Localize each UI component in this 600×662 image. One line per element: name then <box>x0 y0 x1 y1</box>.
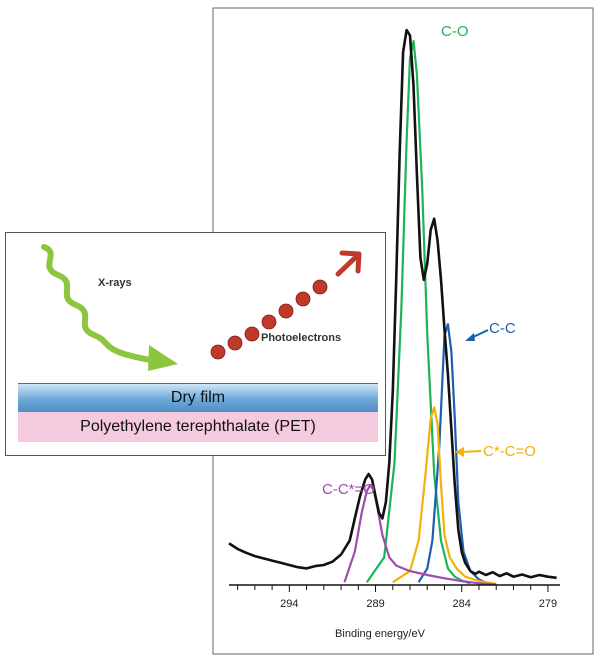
arrow-c-c-head <box>465 333 475 341</box>
x-tick-label: 284 <box>453 598 471 610</box>
photoelectron-dot <box>227 335 243 351</box>
photoelectron-dot <box>244 326 260 342</box>
dry-film-layer: Dry film <box>18 383 378 413</box>
plot-area <box>228 28 557 586</box>
photoelectron-arrow-icon <box>335 250 362 277</box>
xrays-label: X-rays <box>98 277 132 289</box>
xps-schematic-inset: X-rays Photoelectrons Dry film Polyethyl… <box>5 232 386 456</box>
photoelectron-dot <box>261 314 277 330</box>
annotation-c-o: C-O <box>441 23 469 40</box>
x-tick-label: 289 <box>366 598 384 610</box>
pet-substrate-layer: Polyethylene terephthalate (PET) <box>18 412 378 442</box>
arrow-c-star-c-o-head <box>455 447 464 457</box>
xray-arrowhead-icon <box>148 345 178 371</box>
annotation-c-c-star-o: C-C*=O <box>322 481 375 498</box>
photoelectron-dot <box>312 279 328 295</box>
xray-wave-icon <box>41 244 159 364</box>
x-tick-label: 279 <box>539 598 557 610</box>
photoelectron-dot <box>278 303 294 319</box>
photoelectron-dot <box>210 344 226 360</box>
photoelectron-dots <box>210 279 328 360</box>
photoelectron-dot <box>295 291 311 307</box>
series-line-c-c-o-3 <box>343 484 497 586</box>
series-line-c-o-0 <box>365 40 471 585</box>
annotation-c-star-c-o: C*-C=O <box>483 443 536 460</box>
series-line-envelope-4 <box>228 28 557 580</box>
arrow-c-star-c-o <box>460 450 482 453</box>
x-axis: 294 289 284 279 <box>229 584 560 610</box>
x-axis-label: Binding energy/eV <box>335 628 426 640</box>
series-line-c-c-o-2 <box>392 406 497 585</box>
photoelectrons-label: Photoelectrons <box>261 332 342 344</box>
peak-annotations: C-O C-C C*-C=O C-C*=O <box>322 23 536 498</box>
x-tick-label: 294 <box>280 598 298 610</box>
annotation-c-c: C-C <box>489 320 516 337</box>
